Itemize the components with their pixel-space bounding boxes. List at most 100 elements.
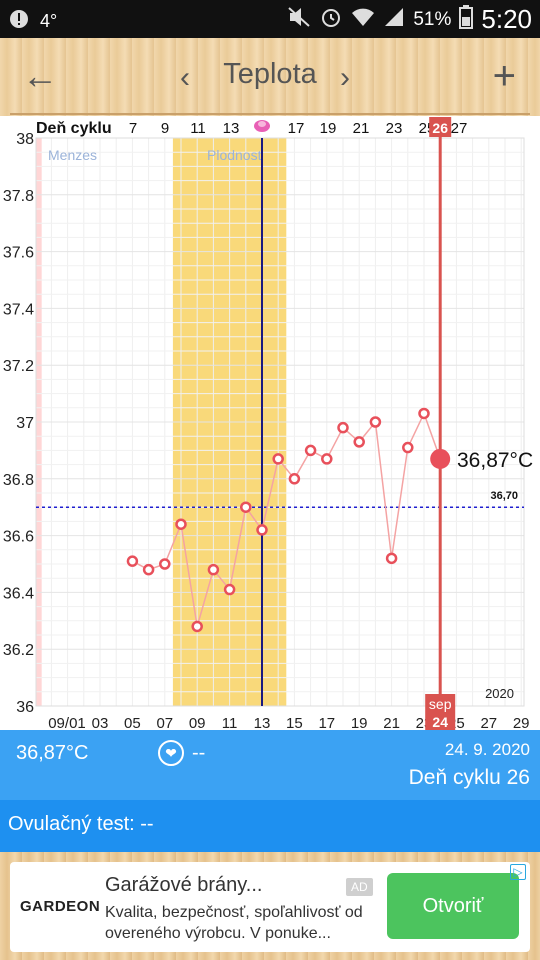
ad-open-button[interactable]: Otvoriť	[387, 873, 519, 939]
temperature-point	[321, 453, 333, 465]
ad-title[interactable]: Garážové brány...	[105, 874, 263, 896]
selected-date: 24. 9. 2020	[444, 740, 530, 759]
info-bar: 36,87°C ❤ -- 24. 9. 2020 Deň cyklu 26	[0, 730, 540, 800]
y-tick-label: 36.8	[3, 472, 34, 489]
cycle-tick-label: 23	[386, 120, 403, 137]
selected-date-badge	[425, 694, 456, 730]
y-tick-label: 36	[16, 699, 34, 716]
y-tick-label: 37.4	[3, 301, 34, 318]
temperature-chart[interactable]: 36 36.2 36.4 36.6 36.8 37 37.2 37.4 37.6 37.8 38 Me…	[0, 116, 540, 730]
wifi-icon	[351, 6, 375, 34]
selected-temperature: 36,87°C	[16, 742, 89, 764]
date-tick-label: 21	[383, 715, 400, 730]
temperature-point	[223, 583, 236, 596]
app-bar: ← ‹ Teplota › +	[0, 38, 540, 116]
date-tick-label: 05	[124, 715, 141, 730]
temperature-point	[369, 416, 382, 428]
y-tick-label: 37.8	[3, 188, 34, 205]
clock: 5:20	[481, 4, 532, 34]
heart-icon[interactable]: ❤	[158, 740, 184, 766]
y-tick-label: 36.6	[3, 529, 34, 546]
fertile-label: Plodnosť	[207, 147, 264, 163]
coverline-label: 36,70	[490, 490, 518, 502]
selected-point-label: 36,87°C	[457, 449, 533, 472]
date-tick-label: 17	[318, 715, 335, 730]
date-tick-label: 19	[351, 715, 368, 730]
temperature-point	[272, 453, 284, 465]
notification-icon	[8, 8, 30, 35]
plot-frame	[35, 137, 525, 707]
chevron-right-icon[interactable]: ›	[340, 61, 350, 94]
cycle-tick-label: 9	[161, 120, 169, 137]
selected-point	[430, 448, 451, 469]
selected-date-day: 24	[432, 714, 448, 730]
date-tick-label: 03	[92, 715, 109, 730]
temperature-point	[353, 436, 365, 448]
temperature-point	[385, 552, 398, 565]
ovulation-test-label: Ovulačný test: --	[8, 813, 154, 835]
temperature-point	[191, 620, 203, 633]
temperature-point	[142, 563, 155, 576]
ad-banner: GARDEON Garážové brány... AD Kvalita, be…	[0, 852, 540, 960]
date-tick-label: 09/01	[48, 715, 86, 730]
temperature-point	[207, 563, 220, 576]
add-icon[interactable]: +	[492, 54, 516, 98]
cycle-tick-label: 19	[320, 120, 337, 137]
mute-icon	[287, 6, 311, 34]
ad-description: Kvalita, bezpečnosť, spoľahlivosť od ove…	[105, 904, 363, 942]
temperature-point	[240, 501, 252, 513]
cycle-tick-label: 21	[353, 120, 370, 137]
battery-percent: 51%	[413, 8, 452, 30]
heart-value: --	[192, 742, 206, 764]
weather-temp: 4°	[40, 11, 58, 31]
cycle-tick-label: 11	[190, 120, 206, 137]
menses-label: Menzes	[48, 147, 97, 163]
temperature-point	[159, 558, 171, 570]
date-tick-label: 29	[513, 715, 530, 730]
cycle-tick-label: 7	[129, 120, 137, 137]
y-tick-label: 38	[16, 131, 34, 148]
y-tick-label: 37	[16, 415, 34, 432]
selected-cycle-day: 26	[432, 120, 448, 136]
ovulation-flower-icon-center	[258, 121, 266, 127]
ad-choices-icon[interactable]: ▷	[510, 864, 526, 880]
date-tick-label: 09	[189, 715, 206, 730]
chart-svg[interactable]: 36 36.2 36.4 36.6 36.8 37 37.2 37.4 37.6 37.8 38 Me…	[0, 116, 540, 730]
date-tick-label: 15	[286, 715, 303, 730]
temperature-point	[256, 524, 268, 536]
alarm-icon	[319, 5, 343, 35]
cycle-tick-label: 27	[451, 120, 468, 137]
temperature-line	[132, 411, 441, 627]
y-tick-label: 37.2	[3, 358, 34, 375]
date-tick-label: 27	[480, 715, 497, 730]
temperature-point	[418, 407, 430, 420]
cycle-tick-label: 13	[223, 120, 240, 137]
temperature-point	[402, 441, 414, 454]
ovulation-test-bar[interactable]: Ovulačný test: --	[0, 800, 540, 852]
cycle-tick-label: 17	[288, 120, 305, 137]
selected-cycle-badge	[429, 117, 452, 137]
chevron-left-icon[interactable]: ‹	[180, 61, 190, 94]
ad-card[interactable]: GARDEON Garážové brány... AD Kvalita, be…	[10, 862, 530, 952]
y-tick-label: 37.6	[3, 245, 34, 262]
ad-logo: GARDEON	[20, 898, 101, 915]
selected-month: sep	[429, 696, 452, 712]
year-label: 2020	[485, 686, 514, 701]
cycle-axis-label: Deň cyklu	[36, 120, 112, 137]
y-tick-label: 36.4	[3, 585, 34, 602]
page-title: Teplota	[223, 58, 317, 90]
temperature-point	[288, 473, 301, 485]
temperature-point	[337, 421, 349, 434]
temperature-point	[304, 444, 317, 457]
back-arrow-icon[interactable]: ←	[22, 55, 58, 96]
date-tick-label: 11	[222, 715, 238, 730]
temperature-point	[126, 555, 139, 567]
selected-cycle-day: Deň cyklu 26	[408, 766, 530, 789]
date-tick-label: 07	[156, 715, 173, 730]
battery-icon	[459, 4, 474, 35]
status-bar: 4° 51% 5:20	[0, 0, 540, 38]
y-tick-label: 36.2	[3, 642, 34, 659]
date-tick-label: 13	[254, 715, 271, 730]
temperature-point	[175, 518, 187, 530]
ad-badge: AD	[346, 878, 373, 896]
